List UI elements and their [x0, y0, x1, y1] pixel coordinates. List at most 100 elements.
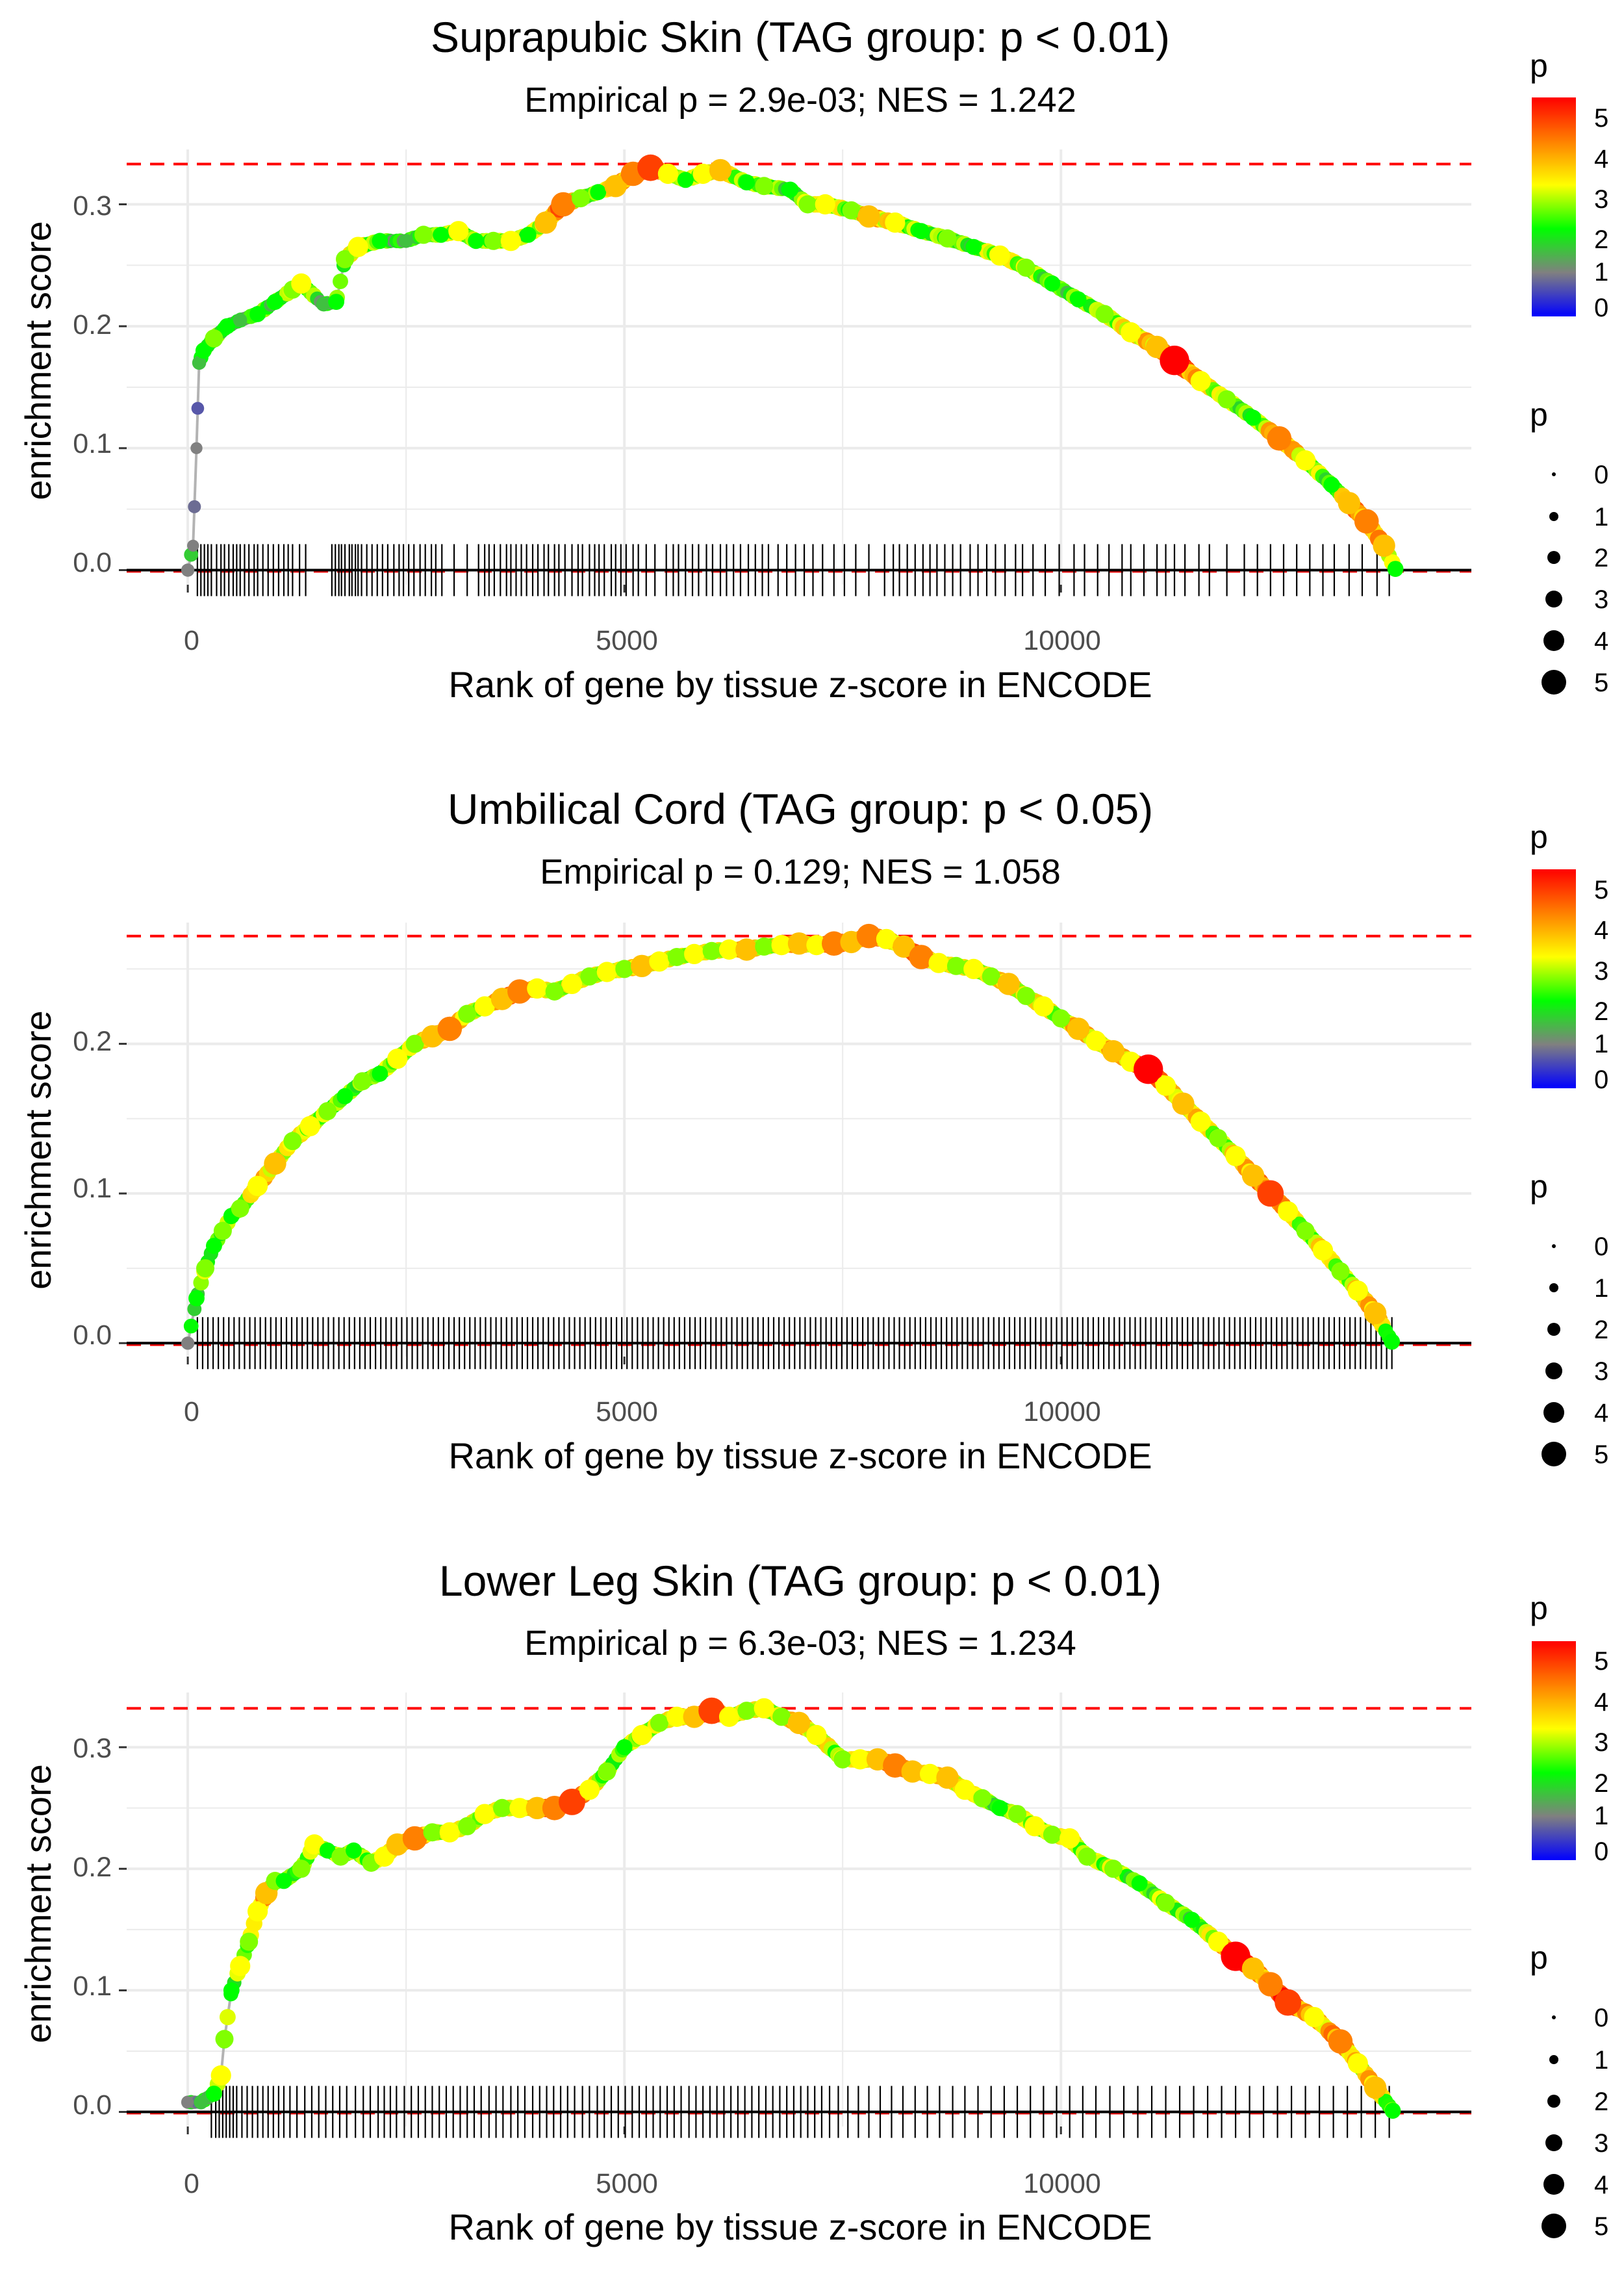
es-point [405, 1034, 424, 1053]
es-point [771, 935, 792, 956]
es-point [677, 172, 694, 188]
es-point [1257, 1180, 1284, 1207]
es-point [319, 1842, 336, 1859]
es-point [240, 1932, 259, 1951]
es-point [842, 201, 861, 220]
es-point [372, 1066, 388, 1082]
es-point [1225, 1145, 1246, 1166]
panel-2-x-axis-label: Rank of gene by tissue z-score in ENCODE [448, 1435, 1152, 1476]
es-point-minor [188, 500, 201, 513]
legend-1-size-label-2: 2 [1594, 544, 1608, 572]
es-point [468, 233, 485, 249]
es-point [527, 978, 548, 999]
es-point [876, 928, 896, 949]
legend-2-color-tick-0: 0 [1594, 1066, 1608, 1094]
panel-3-title: Lower Leg Skin (TAG group: p < 0.01) [439, 1557, 1161, 1605]
es-point [798, 195, 817, 214]
es-point [1190, 1111, 1211, 1132]
es-point [414, 225, 433, 244]
es-point [997, 973, 1020, 995]
es-point [649, 951, 670, 972]
panel-1-x-tick-2: 10000 [1023, 625, 1101, 656]
es-point [657, 163, 678, 185]
legend-1-size-label-1: 1 [1594, 503, 1608, 531]
legend-3-size-key-2 [1547, 2095, 1560, 2108]
legend-1: p 5 4 3 2 1 0 p 0 1 2 3 4 5 [1530, 47, 1608, 697]
es-point [973, 1789, 992, 1808]
es-point [190, 442, 203, 454]
panel-2-x-tick-2: 10000 [1023, 1396, 1101, 1427]
es-point [291, 273, 312, 294]
es-point [1328, 2029, 1353, 2054]
es-point [423, 1823, 442, 1842]
es-point [650, 1713, 668, 1732]
es-point [963, 958, 984, 979]
es-point [580, 967, 599, 986]
legend-3: p 5 4 3 2 1 0 p 0 1 2 3 4 5 [1530, 1590, 1608, 2241]
es-point [772, 1707, 791, 1726]
es-point [754, 1698, 774, 1718]
es-point-minor [219, 2009, 236, 2026]
es-point [666, 1706, 687, 1727]
es-point [718, 1706, 740, 1727]
es-point [509, 1798, 530, 1819]
legend-3-size-label-2: 2 [1594, 2088, 1608, 2116]
legend-3-size-label-4: 4 [1594, 2171, 1608, 2199]
panel-3-y-tick-0: 0.0 [73, 2089, 112, 2121]
es-point [187, 539, 199, 552]
es-point [1059, 1828, 1080, 1849]
es-point [604, 175, 627, 198]
es-point [1190, 371, 1211, 392]
es-point [989, 245, 1010, 266]
panel-1-y-tick-0: 0.0 [73, 547, 112, 578]
es-point [267, 294, 283, 310]
legend-2-size-label-4: 4 [1594, 1399, 1608, 1427]
panel-2-x-tick-1: 5000 [596, 1396, 658, 1427]
panel-2-plot [119, 923, 1471, 1370]
es-point [1008, 1805, 1026, 1824]
legend-1-color-tick-4: 4 [1594, 145, 1608, 173]
legend-2-color-tick-3: 3 [1594, 957, 1608, 986]
es-point [545, 982, 564, 1001]
es-point [1347, 2053, 1368, 2074]
legend-1-size-key-4 [1543, 630, 1564, 651]
es-point [353, 1072, 372, 1091]
panel-1-subtitle: Empirical p = 2.9e-03; NES = 1.242 [524, 81, 1076, 120]
legend-1-size-label-5: 5 [1594, 669, 1608, 697]
es-point [181, 564, 194, 576]
es-point [399, 234, 413, 248]
es-point [579, 1780, 600, 1800]
es-point [437, 1016, 463, 1041]
es-point [1338, 492, 1360, 515]
legend-1-color-title: p [1530, 47, 1548, 84]
es-point [331, 1847, 350, 1866]
es-point [1304, 2007, 1325, 2028]
es-point [458, 1817, 477, 1835]
es-point-minor [333, 274, 348, 290]
panel-3-y-axis-label: enrichment score [18, 1764, 58, 2043]
es-point [1296, 1221, 1315, 1240]
legend-2-color-tick-1: 1 [1594, 1030, 1608, 1058]
es-point [336, 1088, 353, 1105]
legend-2-size-key-5 [1542, 1442, 1566, 1466]
es-point [822, 931, 846, 956]
es-point [806, 1724, 827, 1746]
es-line [188, 1707, 1394, 2112]
es-point [637, 154, 664, 181]
es-point [474, 1804, 495, 1824]
legend-1-size-label-4: 4 [1594, 627, 1608, 656]
legend-3-colorbar [1532, 1641, 1576, 1860]
legend-1-size-title: p [1530, 396, 1548, 433]
es-point [991, 1800, 1008, 1817]
es-point [304, 1834, 325, 1855]
panel-2-y-tick-1: 0.1 [73, 1173, 112, 1204]
es-point [755, 177, 774, 196]
es-point [1085, 1030, 1106, 1051]
legend-2-size-label-1: 1 [1594, 1274, 1608, 1303]
es-point [233, 313, 247, 327]
es-point [954, 1780, 975, 1800]
es-point [1384, 1333, 1401, 1350]
es-point [318, 1102, 337, 1121]
es-point [336, 249, 354, 268]
es-point [1184, 1911, 1200, 1928]
